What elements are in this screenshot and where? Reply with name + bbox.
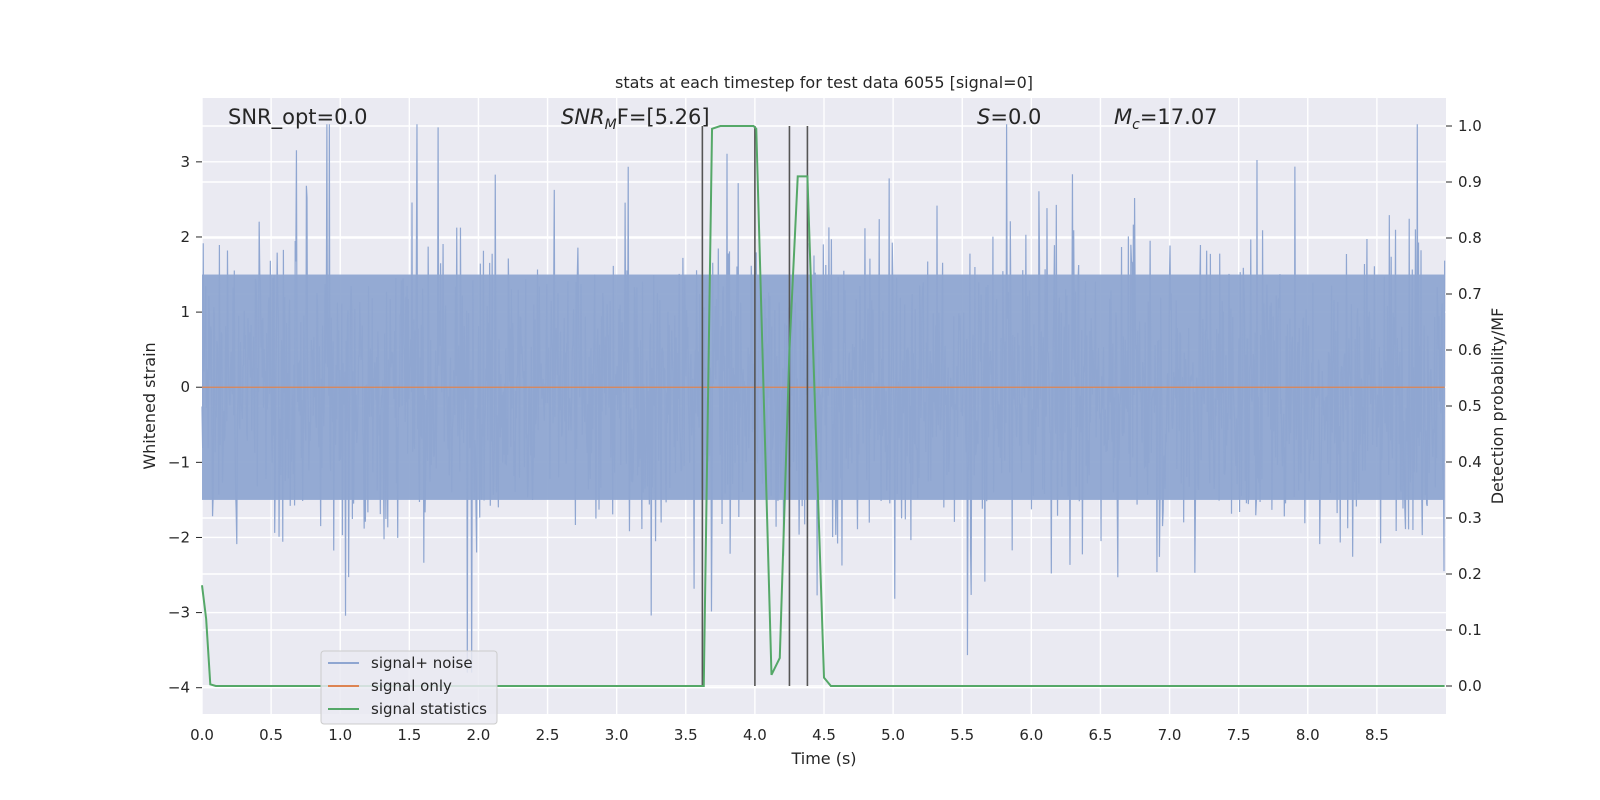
annotation-snr-mf-main: SNR — [561, 105, 605, 129]
legend-label-signal-only: signal only — [371, 677, 452, 695]
legend-label-signal-noise: signal+ noise — [371, 654, 473, 672]
right-y-tick-label: 0.9 — [1458, 173, 1482, 191]
vertical-markers — [701, 126, 809, 686]
annotation-mc: Mc=17.07 — [1114, 105, 1218, 133]
x-tick-label: 8.5 — [1365, 726, 1389, 744]
annotation-s-value: =0.0 — [990, 105, 1041, 129]
left-y-ticks: 3 2 1 0 −1 −2 −3 −4 — [168, 153, 202, 697]
left-y-tick-label: 3 — [180, 153, 190, 171]
right-y-ticks: 1.0 0.9 0.8 0.7 0.6 0.5 0.4 0.3 0.2 0.1 0.0 — [1446, 117, 1482, 695]
right-y-tick-label: 0.8 — [1458, 229, 1482, 247]
annotation-mc-value: =17.07 — [1140, 105, 1218, 129]
right-y-tick-label: 0.5 — [1458, 397, 1482, 415]
right-y-tick-label: 0.0 — [1458, 677, 1482, 695]
left-y-tick-label: −2 — [168, 528, 190, 546]
left-y-tick-label: −1 — [168, 453, 190, 471]
right-y-tick-label: 0.2 — [1458, 565, 1482, 583]
x-tick-label: 0.0 — [190, 726, 214, 744]
x-tick-label: 5.5 — [950, 726, 974, 744]
right-y-tick-label: 0.3 — [1458, 509, 1482, 527]
x-axis-label: Time (s) — [790, 749, 856, 768]
x-tick-label: 6.5 — [1089, 726, 1113, 744]
annotation-mc-sub: c — [1132, 117, 1140, 133]
chart-title: stats at each timestep for test data 605… — [615, 73, 1033, 92]
x-tick-label: 3.5 — [674, 726, 698, 744]
annotation-s-symbol: S — [977, 105, 990, 129]
series-signal-statistics — [201, 125, 1445, 687]
left-y-tick-label: 0 — [180, 378, 190, 396]
x-tick-label: 6.0 — [1019, 726, 1043, 744]
noise-trace — [201, 124, 1446, 673]
annotation-snr-mf: SNRMF=[5.26] — [561, 105, 710, 133]
x-tick-label: 4.0 — [743, 726, 767, 744]
x-tick-label: 7.0 — [1158, 726, 1182, 744]
left-y-tick-label: −4 — [168, 679, 190, 697]
legend: signal+ noise signal only signal statist… — [320, 650, 498, 725]
x-tick-label: 2.5 — [536, 726, 560, 744]
annotation-mc-symbol: M — [1114, 105, 1132, 129]
x-tick-label: 1.5 — [397, 726, 421, 744]
right-y-tick-label: 1.0 — [1458, 117, 1482, 135]
x-tick-label: 8.0 — [1296, 726, 1320, 744]
left-y-tick-label: 1 — [180, 303, 190, 321]
right-y-tick-label: 0.6 — [1458, 341, 1482, 359]
annotation-snr-mf-rest: F=[5.26] — [617, 105, 710, 129]
legend-box — [320, 650, 498, 725]
right-y-tick-label: 0.1 — [1458, 621, 1482, 639]
x-tick-label: 1.0 — [328, 726, 352, 744]
x-tick-label: 5.0 — [881, 726, 905, 744]
annotation-snr-opt: SNR_opt=0.0 — [228, 105, 368, 130]
x-tick-label: 0.5 — [259, 726, 283, 744]
annotation-snr-mf-sub: M — [605, 117, 617, 133]
x-tick-label: 2.0 — [467, 726, 491, 744]
legend-label-signal-statistics: signal statistics — [371, 700, 487, 718]
right-y-axis-label: Detection probability/MF — [1488, 308, 1507, 505]
left-y-axis-label: Whitened strain — [140, 342, 159, 469]
right-y-tick-label: 0.4 — [1458, 453, 1482, 471]
left-y-tick-label: −3 — [168, 604, 190, 622]
x-tick-label: 7.5 — [1227, 726, 1251, 744]
right-y-tick-label: 0.7 — [1458, 285, 1482, 303]
x-ticks: 0.0 0.5 1.0 1.5 2.0 2.5 3.0 3.5 4.0 4.5 5.0 5.5 6.0 6… — [190, 726, 1389, 744]
left-y-tick-label: 2 — [180, 228, 190, 246]
x-tick-label: 4.5 — [812, 726, 836, 744]
annotation-s: S=0.0 — [977, 105, 1041, 129]
x-tick-label: 3.0 — [605, 726, 629, 744]
